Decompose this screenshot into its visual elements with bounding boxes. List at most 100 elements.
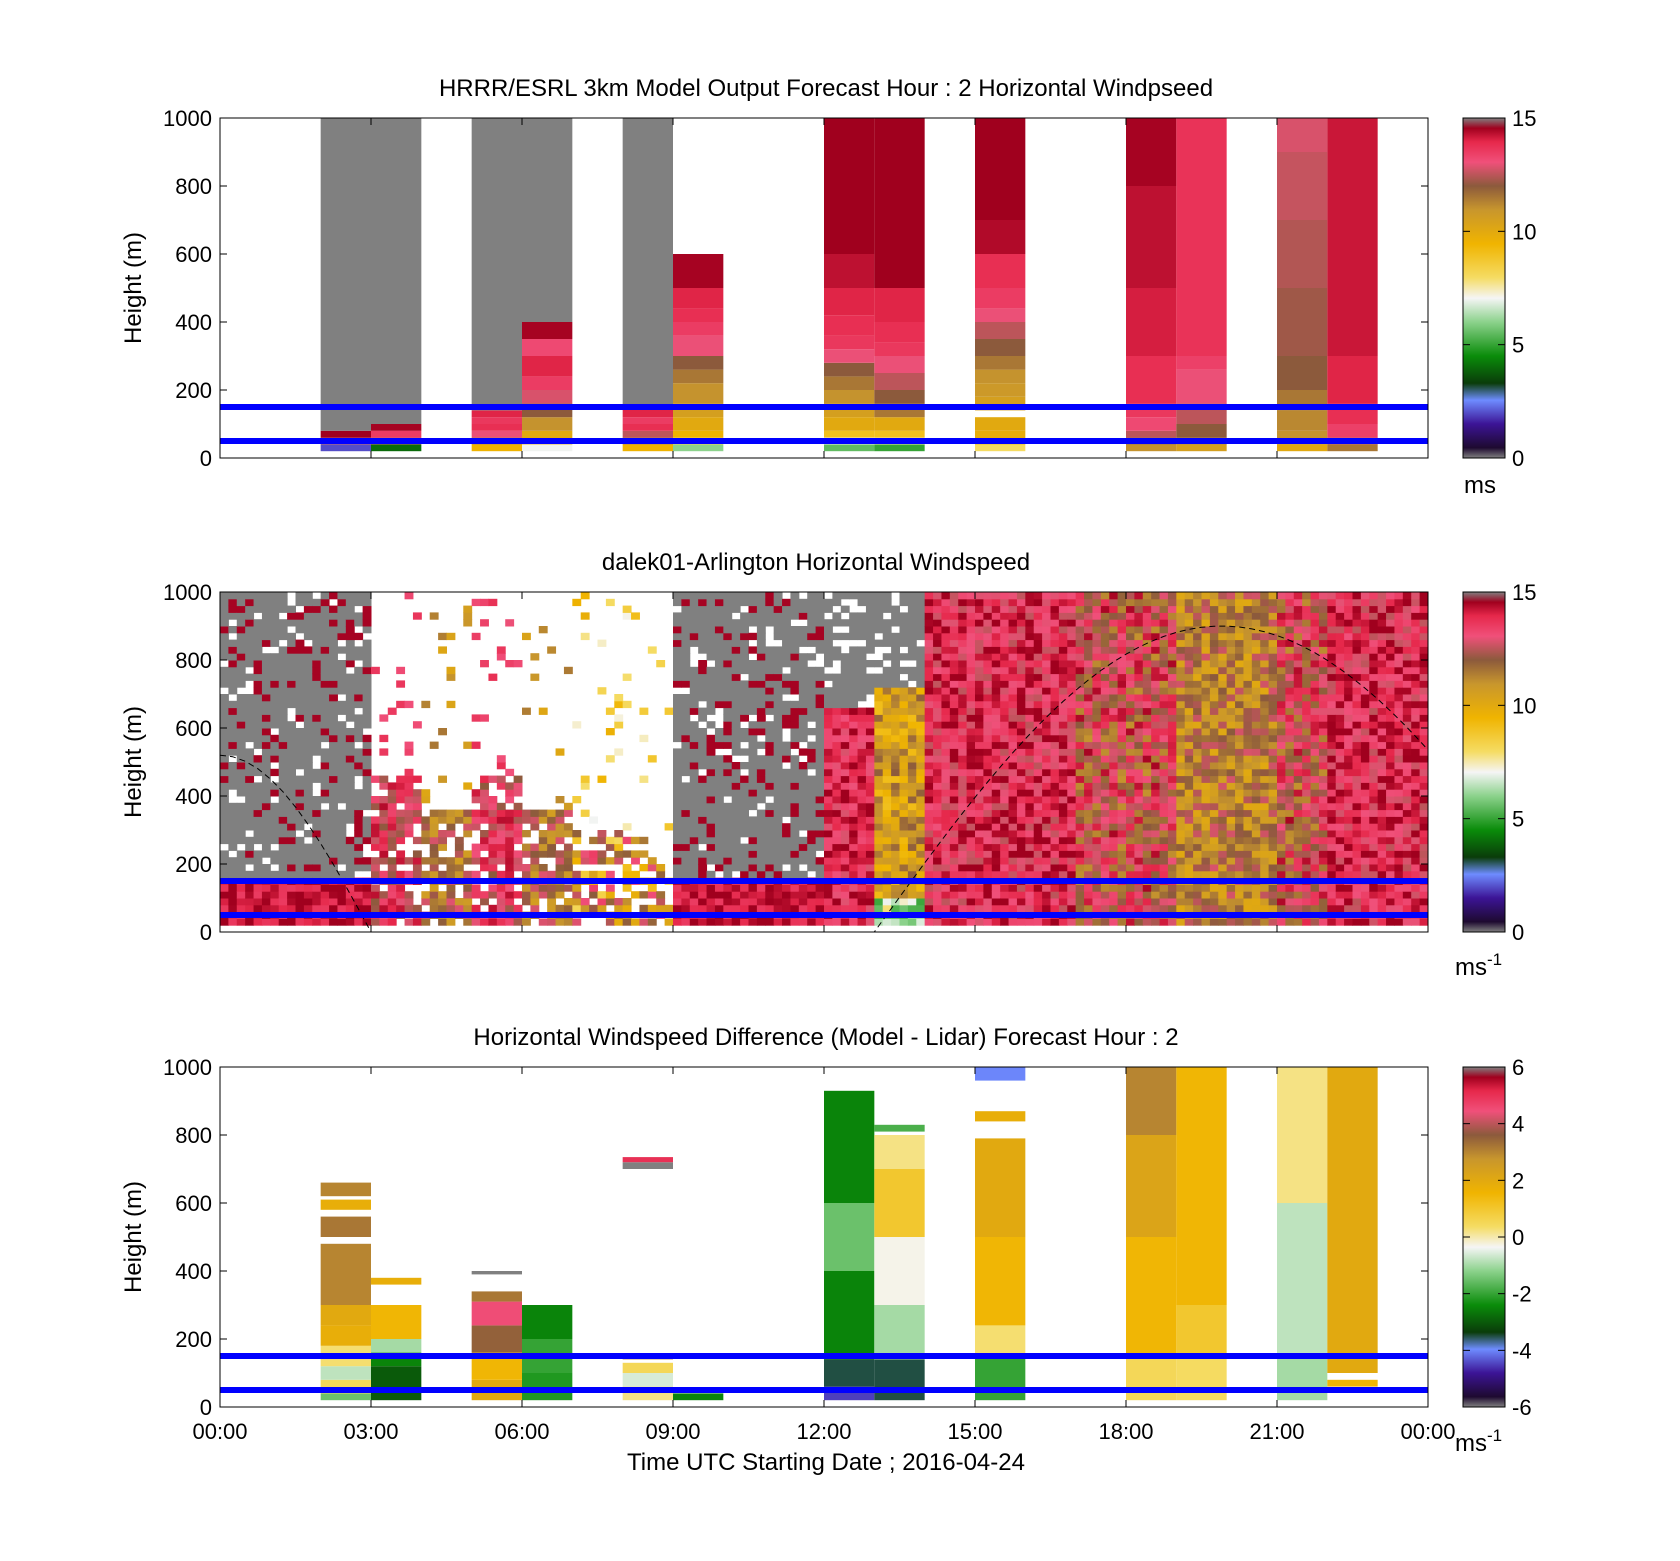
heatmap-cell: [773, 823, 783, 831]
heatmap-cell: [354, 809, 364, 817]
heatmap-cell: [1243, 755, 1253, 763]
heatmap-cell: [1067, 639, 1077, 647]
heatmap-cell: [371, 796, 380, 804]
heatmap-cell: [782, 809, 791, 817]
heatmap-cell: [1126, 918, 1135, 926]
heatmap-cell: [1209, 687, 1219, 695]
heatmap-cell: [1226, 918, 1236, 926]
heatmap-cell: [513, 857, 523, 865]
heatmap-cell: [748, 864, 758, 872]
heatmap-cell: [1092, 639, 1102, 647]
heatmap-cell: [1226, 598, 1236, 607]
heatmap-cell: [345, 768, 355, 777]
heatmap-cell: [941, 694, 951, 702]
heatmap-cell: [522, 356, 573, 377]
heatmap-cell: [983, 680, 993, 688]
heatmap-cell: [924, 612, 934, 620]
heatmap-cell: [673, 796, 682, 804]
heatmap-cell: [572, 830, 582, 838]
heatmap-cell: [916, 843, 926, 851]
heatmap-cell: [975, 369, 1026, 384]
heatmap-cell: [1193, 809, 1202, 817]
heatmap-cell: [1159, 598, 1169, 607]
heatmap-cell: [840, 918, 850, 926]
heatmap-cell: [1193, 748, 1202, 756]
heatmap-cell: [1218, 619, 1228, 627]
heatmap-cell: [1058, 755, 1068, 763]
heatmap-cell: [891, 816, 900, 824]
heatmap-cell: [857, 796, 867, 804]
heatmap-cell: [723, 843, 733, 851]
heatmap-cell: [824, 918, 833, 926]
heatmap-cell: [723, 898, 733, 906]
heatmap-cell: [983, 728, 993, 736]
heatmap-cell: [320, 789, 330, 797]
heatmap-cell: [748, 741, 758, 749]
heatmap-cell: [1084, 823, 1093, 831]
heatmap-cell: [882, 843, 892, 851]
heatmap-cell: [1209, 714, 1219, 722]
heatmap-cell: [220, 694, 229, 702]
heatmap-cell: [1000, 748, 1010, 756]
heatmap-cell: [1084, 592, 1093, 600]
heatmap-cell: [555, 918, 565, 926]
heatmap-cell: [849, 870, 859, 879]
heatmap-cell: [756, 755, 766, 763]
heatmap-cell: [824, 660, 833, 668]
heatmap-cell: [1201, 700, 1211, 709]
heatmap-cell: [824, 809, 833, 817]
heatmap-cell: [1277, 444, 1328, 452]
heatmap-cell: [731, 802, 741, 811]
heatmap-cell: [1209, 646, 1219, 654]
heatmap-cell: [1126, 666, 1135, 675]
heatmap-cell: [1151, 898, 1161, 906]
heatmap-cell: [1100, 694, 1110, 702]
heatmap-cell: [807, 755, 817, 763]
heatmap-cell: [303, 789, 313, 797]
heatmap-cell: [773, 796, 783, 804]
heatmap-cell: [765, 843, 775, 851]
heatmap-cell: [278, 802, 288, 811]
heatmap-cell: [1134, 898, 1144, 906]
heatmap-cell: [547, 830, 557, 838]
heatmap-cell: [362, 721, 372, 729]
heatmap-cell: [354, 823, 364, 831]
heatmap-cell: [840, 809, 850, 817]
heatmap-cell: [1159, 782, 1169, 790]
heatmap-cell: [916, 775, 926, 783]
heatmap-cell: [958, 891, 968, 899]
heatmap-cell: [882, 768, 892, 777]
heatmap-cell: [865, 898, 875, 906]
heatmap-cell: [228, 782, 238, 790]
heatmap-cell: [949, 728, 959, 736]
heatmap-cell: [840, 802, 850, 811]
heatmap-cell: [983, 802, 993, 811]
heatmap-cell: [513, 864, 523, 872]
heatmap-cell: [396, 823, 406, 831]
heatmap-cell: [1260, 707, 1270, 715]
heatmap-cell: [1251, 632, 1261, 641]
heatmap-cell: [1159, 694, 1169, 702]
heatmap-cell: [354, 836, 364, 845]
heatmap-cell: [1126, 356, 1177, 404]
heatmap-cell: [1050, 762, 1060, 770]
heatmap-cell: [1134, 850, 1144, 858]
heatmap-cell: [865, 768, 875, 777]
heatmap-cell: [278, 789, 288, 797]
heatmap-cell: [857, 789, 867, 797]
heatmap-cell: [1243, 802, 1253, 811]
heatmap-cell: [782, 646, 791, 654]
heatmap-cell: [1084, 870, 1093, 879]
heatmap-cell: [857, 653, 867, 661]
heatmap-cell: [882, 775, 892, 783]
heatmap-cell: [1167, 694, 1177, 702]
heatmap-cell: [1100, 592, 1110, 600]
heatmap-cell: [1008, 660, 1018, 668]
heatmap-cell: [1067, 782, 1077, 790]
heatmap-cell: [1235, 755, 1244, 763]
panel-model-ylabel: Height (m): [120, 232, 147, 344]
heatmap-cell: [1151, 823, 1161, 831]
heatmap-cell: [857, 768, 867, 777]
heatmap-cell: [1159, 843, 1169, 851]
heatmap-cell: [303, 802, 313, 811]
